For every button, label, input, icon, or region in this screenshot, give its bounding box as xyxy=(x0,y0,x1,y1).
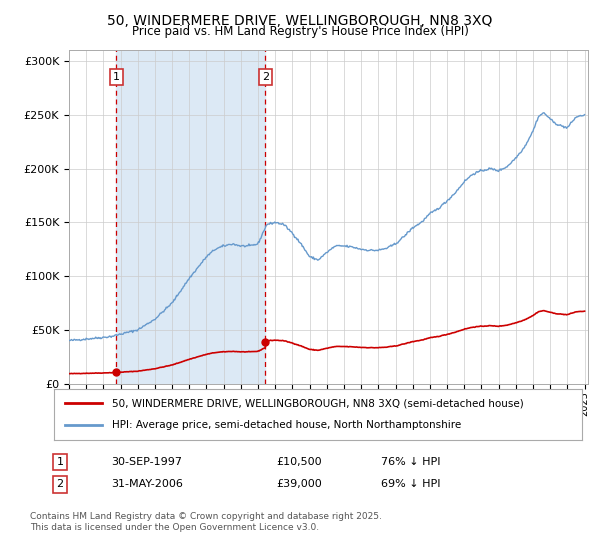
Text: £39,000: £39,000 xyxy=(276,479,322,489)
Text: 69% ↓ HPI: 69% ↓ HPI xyxy=(381,479,440,489)
Text: 2: 2 xyxy=(56,479,64,489)
Text: HPI: Average price, semi-detached house, North Northamptonshire: HPI: Average price, semi-detached house,… xyxy=(112,421,461,431)
Text: 1: 1 xyxy=(113,72,120,82)
Text: 50, WINDERMERE DRIVE, WELLINGBOROUGH, NN8 3XQ (semi-detached house): 50, WINDERMERE DRIVE, WELLINGBOROUGH, NN… xyxy=(112,398,524,408)
Text: 1: 1 xyxy=(56,457,64,467)
Text: Price paid vs. HM Land Registry's House Price Index (HPI): Price paid vs. HM Land Registry's House … xyxy=(131,25,469,38)
Text: 50, WINDERMERE DRIVE, WELLINGBOROUGH, NN8 3XQ: 50, WINDERMERE DRIVE, WELLINGBOROUGH, NN… xyxy=(107,14,493,28)
Text: 30-SEP-1997: 30-SEP-1997 xyxy=(111,457,182,467)
Text: Contains HM Land Registry data © Crown copyright and database right 2025.
This d: Contains HM Land Registry data © Crown c… xyxy=(30,512,382,532)
Bar xyxy=(116,50,265,384)
Text: 2: 2 xyxy=(262,72,269,82)
Text: 76% ↓ HPI: 76% ↓ HPI xyxy=(381,457,440,467)
Text: £10,500: £10,500 xyxy=(276,457,322,467)
Text: 31-MAY-2006: 31-MAY-2006 xyxy=(111,479,183,489)
